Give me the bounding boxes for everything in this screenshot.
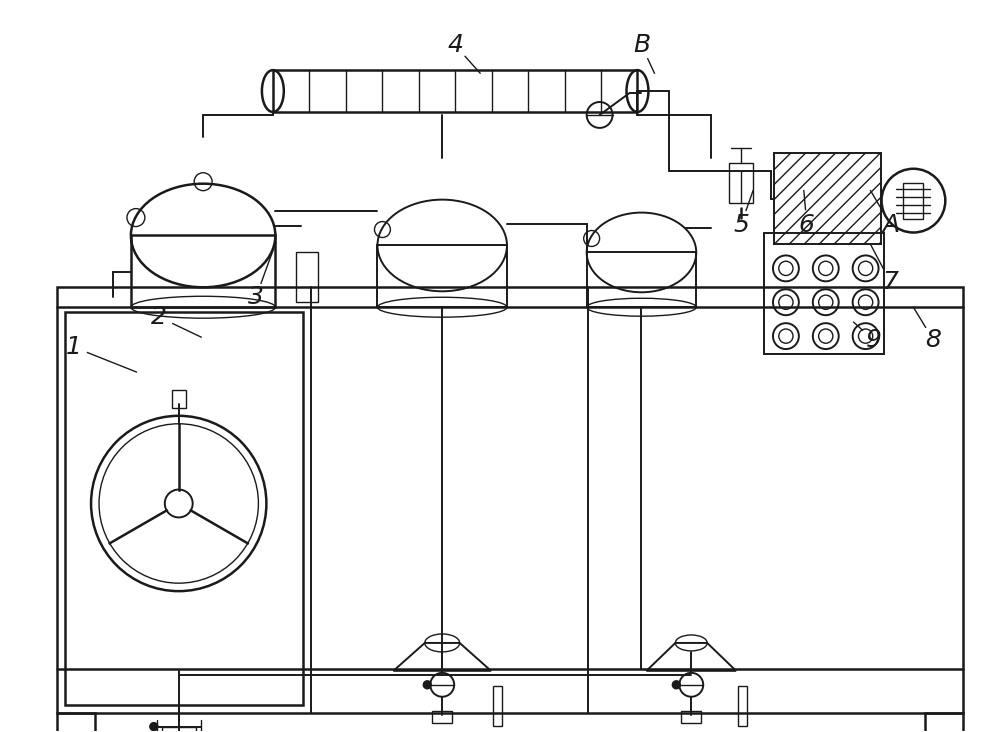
Bar <box>729 163 753 203</box>
Circle shape <box>423 681 431 689</box>
Bar <box>774 153 881 244</box>
Bar <box>57 713 95 732</box>
Text: 8: 8 <box>925 328 941 352</box>
Bar <box>903 183 923 219</box>
Bar <box>738 686 747 725</box>
Text: 1: 1 <box>66 335 82 359</box>
Bar <box>925 713 963 732</box>
Circle shape <box>672 681 680 689</box>
Bar <box>273 70 637 112</box>
Bar <box>681 711 701 722</box>
Bar <box>432 711 452 722</box>
Text: 3: 3 <box>248 285 264 309</box>
Bar <box>172 390 186 408</box>
Circle shape <box>150 722 158 731</box>
Bar <box>493 686 502 725</box>
Text: 6: 6 <box>799 212 815 236</box>
Text: 5: 5 <box>733 212 749 236</box>
Bar <box>296 253 318 302</box>
Text: 7: 7 <box>883 270 898 294</box>
Bar <box>131 236 275 307</box>
Text: B: B <box>633 33 650 57</box>
Bar <box>57 287 963 713</box>
Bar <box>377 245 507 307</box>
Bar <box>162 727 196 732</box>
Text: 9: 9 <box>866 328 882 352</box>
Bar <box>764 233 884 354</box>
Text: 2: 2 <box>151 305 167 329</box>
Bar <box>65 313 303 705</box>
Text: 4: 4 <box>447 33 463 57</box>
Text: A: A <box>882 212 899 236</box>
Bar <box>587 253 696 307</box>
